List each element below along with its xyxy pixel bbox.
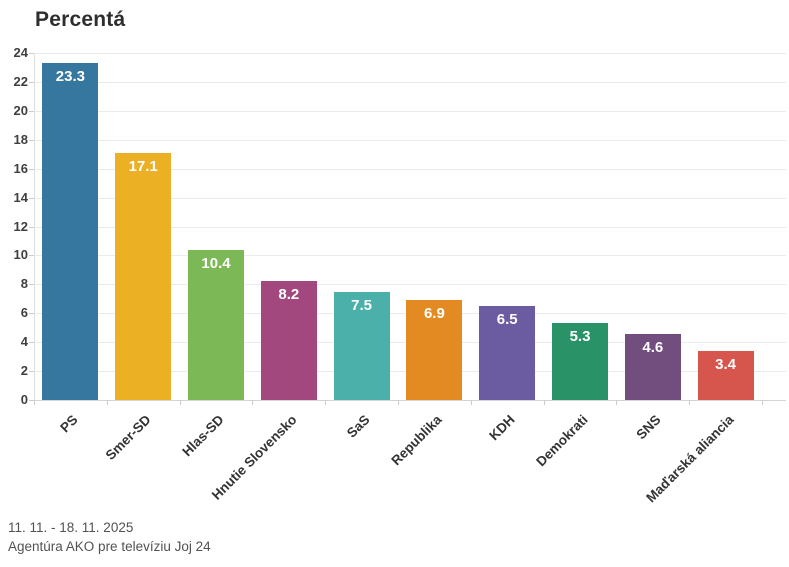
x-tick-mark [398, 400, 399, 405]
gridline [34, 284, 786, 286]
bar-value-label: 17.1 [128, 157, 158, 175]
y-tick-mark [29, 313, 34, 315]
x-tick-mark [106, 400, 108, 405]
footer-source: Agentúra AKO pre televíziu Joj 24 [8, 539, 211, 554]
chart-title: Percentá [35, 8, 126, 31]
y-tick-label: 2 [20, 363, 28, 379]
gridline [34, 139, 786, 141]
x-tick-label: Maďarská aliancia [642, 412, 737, 506]
y-tick-label: 10 [13, 247, 28, 263]
gridline [34, 168, 786, 170]
y-tick-mark [29, 139, 34, 141]
y-tick-mark [29, 53, 34, 54]
bar-value-label: 7.5 [351, 296, 373, 314]
y-tick-mark [29, 81, 34, 83]
bar-value-label: 4.6 [642, 338, 664, 356]
x-tick-mark [252, 400, 254, 405]
y-tick-label: 4 [20, 334, 28, 350]
y-tick-label: 18 [13, 131, 28, 147]
bar-value-label: 10.4 [201, 254, 231, 272]
y-tick-mark [29, 284, 34, 286]
y-tick-label: 8 [20, 276, 28, 292]
y-tick-label: 24 [13, 45, 28, 60]
y-tick-mark [29, 226, 34, 228]
x-tick-label: SNS [633, 412, 664, 443]
x-tick-mark [325, 400, 327, 405]
bar-kdh: 6.5 [479, 306, 536, 400]
y-tick-label: 0 [20, 392, 28, 407]
y-tick-mark [29, 371, 34, 373]
y-tick-label: 22 [13, 73, 28, 89]
y-tick-mark [29, 400, 34, 401]
x-tick-mark [762, 400, 763, 405]
x-tick-mark [470, 400, 472, 405]
bar-sns: 4.6 [624, 333, 681, 400]
x-tick-label: Demokrati [533, 412, 591, 470]
y-tick-label: 20 [13, 102, 28, 118]
gridline [34, 255, 786, 257]
bar-hlas-sd: 10.4 [188, 249, 244, 400]
y-tick-mark [29, 110, 34, 112]
gridline [34, 53, 786, 54]
bar-smer-sd: 17.1 [115, 152, 172, 400]
gridline [34, 81, 786, 83]
bar-republika: 6.9 [406, 300, 463, 400]
x-tick-mark [689, 400, 691, 405]
bar-sas: 7.5 [333, 291, 390, 400]
y-tick-mark [29, 197, 34, 199]
plot-area: 0 2 4 6 8 10 12 14 16 18 20 22 24 23.3 PS 17.1 Smer-SD 10… [14, 46, 786, 505]
bar-hnutie-slovensko: 8.2 [260, 281, 317, 400]
x-tick-label: KDH [486, 412, 518, 444]
y-tick-label: 14 [13, 189, 28, 205]
x-tick-mark [543, 400, 545, 405]
bar-value-label: 3.4 [715, 355, 737, 373]
gridline [34, 197, 786, 199]
bar-value-label: 5.3 [569, 328, 591, 346]
bar-demokrati: 5.3 [552, 323, 608, 400]
y-tick-mark [29, 342, 34, 344]
chart-footer: 11. 11. - 18. 11. 2025 Agentúra AKO pre … [8, 518, 211, 556]
bar-ma-arsk-aliancia: 3.4 [697, 350, 754, 400]
bar-ps: 23.3 [42, 63, 99, 400]
bar-value-label: 8.2 [278, 286, 300, 304]
x-tick-mark [616, 400, 618, 405]
y-tick-label: 6 [20, 305, 28, 321]
y-tick-mark [29, 168, 34, 170]
y-tick-label: 16 [13, 160, 28, 176]
bar-value-label: 6.5 [496, 311, 518, 329]
x-tick-mark [179, 400, 181, 405]
gridline [34, 110, 786, 112]
gridline [34, 400, 786, 401]
y-tick-label: 12 [13, 218, 28, 234]
x-tick-mark [34, 400, 35, 405]
y-tick-mark [29, 255, 34, 257]
bar-value-label: 6.9 [423, 305, 445, 323]
x-tick-label: Republika [388, 412, 445, 469]
footer-date-range: 11. 11. - 18. 11. 2025 [8, 520, 134, 535]
gridline [34, 226, 786, 228]
x-tick-label: SaS [343, 412, 373, 441]
bar-value-label: 23.3 [55, 68, 85, 86]
